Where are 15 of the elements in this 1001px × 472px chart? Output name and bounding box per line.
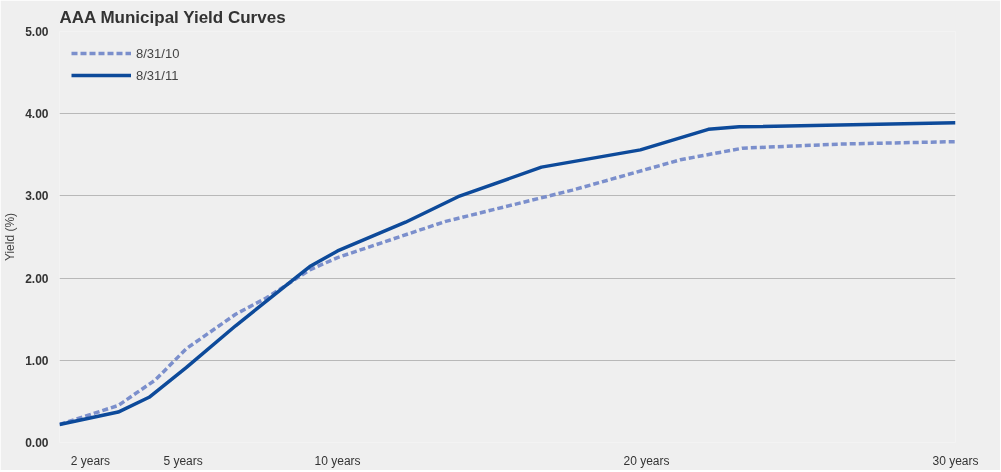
x-tick-label: 30 years <box>932 453 979 468</box>
y-tick-label: 5.00 <box>25 25 49 39</box>
x-tick-label: 10 years <box>314 453 361 468</box>
chart-title: AAA Municipal Yield Curves <box>59 7 286 27</box>
x-tick-label: 5 years <box>163 453 203 468</box>
legend-label: 8/31/11 <box>136 67 179 83</box>
legend-label: 8/31/10 <box>136 45 180 61</box>
x-tick-label: 2 years <box>70 453 111 468</box>
y-tick-label: 4.00 <box>25 107 49 122</box>
y-tick-label: 3.00 <box>25 189 49 204</box>
y-axis-title: Yield (%) <box>3 212 18 262</box>
y-tick-label: 1.00 <box>25 353 49 368</box>
x-tick-label: 20 years <box>623 453 670 468</box>
y-tick-label: 2.00 <box>25 271 49 286</box>
y-tick-label: 0.00 <box>25 436 49 450</box>
